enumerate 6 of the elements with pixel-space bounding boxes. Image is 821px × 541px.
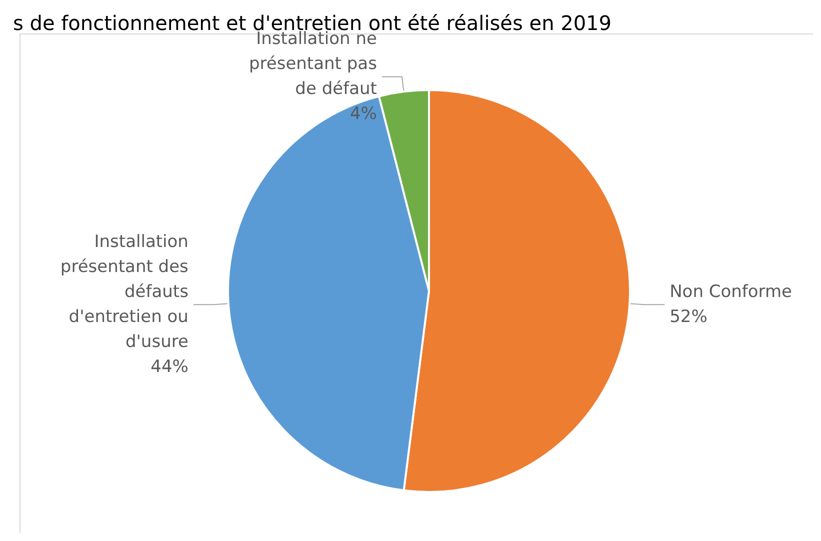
slice-label: Installation présentant des défauts d'entretien ou d'usure	[60, 232, 189, 352]
data-label: 44%	[150, 357, 188, 378]
data-label: 4%	[350, 104, 377, 124]
data-label: 52%	[670, 307, 708, 328]
slice-label: Non Conforme	[670, 282, 792, 302]
slice-label: Installation ne présentant pas de défaut	[248, 29, 378, 100]
